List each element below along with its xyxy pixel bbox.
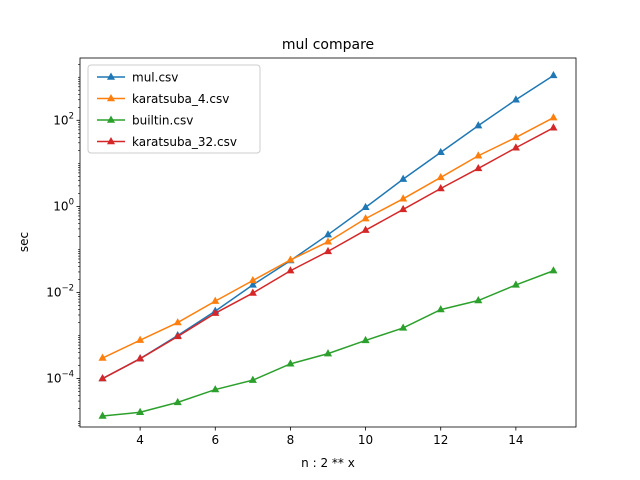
legend-entry: karatsuba_4.csv [97, 92, 229, 106]
data-point [549, 266, 558, 274]
legend-label: karatsuba_4.csv [132, 92, 229, 106]
data-point [549, 70, 558, 79]
series-builtin-csv [98, 266, 558, 419]
data-point [98, 353, 107, 361]
data-point [211, 308, 220, 316]
data-point [323, 230, 333, 238]
data-point [511, 143, 520, 151]
data-point [173, 318, 182, 326]
legend-entry: mul.csv [97, 71, 178, 85]
legend-marker [106, 115, 116, 123]
x-tick-label: 14 [508, 433, 523, 447]
x-tick-label: 12 [433, 433, 448, 447]
data-point [248, 275, 257, 284]
series-karatsuba-4-csv [98, 113, 558, 361]
data-point [248, 375, 257, 383]
data-point [211, 385, 220, 393]
y-tick-label: 102 [53, 111, 74, 127]
data-point [511, 132, 520, 141]
data-point [399, 323, 408, 331]
y-tick-label: 100 [53, 197, 74, 213]
chart-title: mul compare [282, 37, 374, 53]
data-point [136, 407, 145, 415]
legend-entry: builtin.csv [97, 114, 193, 128]
legend-box [87, 64, 261, 154]
legend-entry: karatsuba_32.csv [97, 135, 237, 149]
plot-frame [79, 57, 577, 428]
data-point [474, 163, 483, 172]
x-tick-label: 8 [287, 433, 295, 447]
data-point [286, 359, 295, 367]
data-point [549, 113, 558, 121]
data-point [323, 246, 333, 255]
data-point [173, 397, 182, 406]
data-point [474, 296, 483, 304]
x-tick-label: 10 [358, 433, 373, 447]
y-tick-label: 10−2 [46, 283, 74, 299]
data-point [474, 151, 483, 159]
data-point [474, 121, 483, 129]
data-point [399, 194, 408, 202]
data-point [98, 374, 107, 382]
series-layer [98, 70, 558, 419]
legend-marker [106, 94, 116, 102]
legend-label: builtin.csv [132, 114, 193, 128]
y-axis-ticks: 10−4 10−2 100 102 [46, 63, 80, 427]
data-point [399, 204, 408, 213]
data-point [361, 225, 370, 233]
x-tick-label: 4 [136, 433, 144, 447]
y-axis-label: sec [17, 232, 31, 252]
data-point [436, 172, 445, 181]
data-point [211, 296, 220, 304]
data-point [98, 411, 107, 419]
data-point [248, 288, 257, 296]
data-point [361, 335, 370, 344]
data-point [248, 280, 257, 288]
data-point [361, 214, 370, 222]
data-point [511, 280, 520, 288]
data-point [549, 123, 558, 131]
x-tick-label: 6 [211, 433, 219, 447]
data-point [511, 95, 520, 103]
data-point [436, 305, 445, 313]
data-point [361, 202, 370, 211]
x-axis-ticks: 4 6 8 10 12 14 [136, 427, 524, 447]
data-point [399, 174, 408, 182]
data-point [286, 255, 295, 263]
data-point [436, 147, 445, 156]
data-point [436, 184, 445, 192]
data-point [286, 266, 295, 274]
data-point [136, 354, 145, 362]
data-point [323, 349, 333, 357]
y-tick-label: 10−4 [46, 370, 74, 386]
data-point [323, 237, 333, 245]
legend-marker [106, 137, 116, 145]
x-axis-label: n : 2 ** x [301, 456, 355, 470]
data-point [136, 335, 145, 343]
legend-label: karatsuba_32.csv [132, 135, 237, 149]
legend-label: mul.csv [132, 71, 178, 85]
legend: mul.csv karatsuba_4.csv builtin.csv karatsu… [87, 64, 261, 154]
data-point [173, 331, 182, 340]
legend-marker [106, 72, 116, 80]
series-karatsuba-32-csv [98, 123, 558, 382]
